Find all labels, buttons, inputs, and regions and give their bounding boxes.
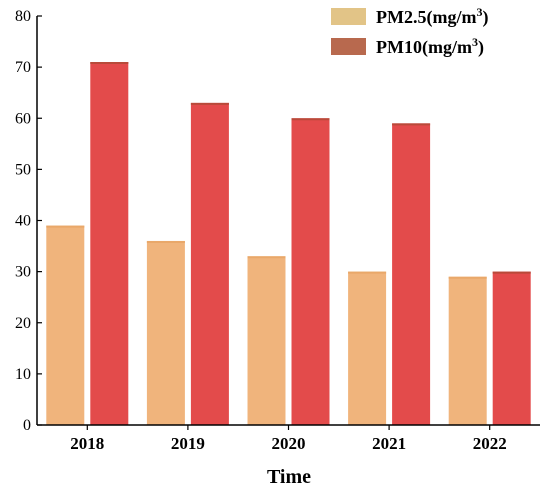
bar-pm10-2018 (90, 62, 129, 425)
y-tick-label: 70 (15, 59, 31, 76)
bar-pm10-2019 (190, 102, 229, 425)
legend-swatch-pm10 (331, 38, 366, 55)
bar-pm25-2018 (46, 225, 85, 425)
bar-pm10-2021 (392, 123, 431, 426)
y-tick-label: 30 (15, 264, 31, 281)
bar-pm25-2020 (247, 256, 286, 425)
y-tick-label: 0 (23, 417, 31, 434)
y-tick-label: 10 (15, 366, 31, 383)
y-tick-label: 80 (15, 8, 31, 25)
x-tick-label-2019: 2019 (171, 434, 205, 453)
y-tick-label: 60 (15, 110, 31, 127)
y-tick-label: 20 (15, 315, 31, 332)
legend-swatch-pm25 (331, 8, 366, 25)
legend-label-pm10: PM10(mg/m3) (376, 35, 484, 58)
x-axis-title: Time (267, 466, 311, 488)
bar-pm10-2020 (291, 118, 330, 425)
axes-layer: 0 10 20 30 40 50 60 70 80 2018 2019 2020 2021 2022 (15, 8, 540, 453)
bar-pm25-2019 (146, 240, 185, 425)
bar-pm10-2022 (492, 271, 531, 425)
x-tick-label-2020: 2020 (272, 434, 306, 453)
bar-pm25-2022 (448, 276, 487, 425)
legend: PM2.5(mg/m3) PM10(mg/m3) (331, 5, 488, 58)
bar-pm25-2021 (348, 271, 387, 425)
y-tick-label: 40 (15, 213, 31, 230)
legend-label-pm25: PM2.5(mg/m3) (376, 5, 488, 28)
x-tick-label-2021: 2021 (372, 434, 406, 453)
x-tick-label-2018: 2018 (70, 434, 104, 453)
bars-layer (46, 62, 531, 426)
x-tick-label-2022: 2022 (473, 434, 507, 453)
y-tick-label: 50 (15, 161, 31, 178)
